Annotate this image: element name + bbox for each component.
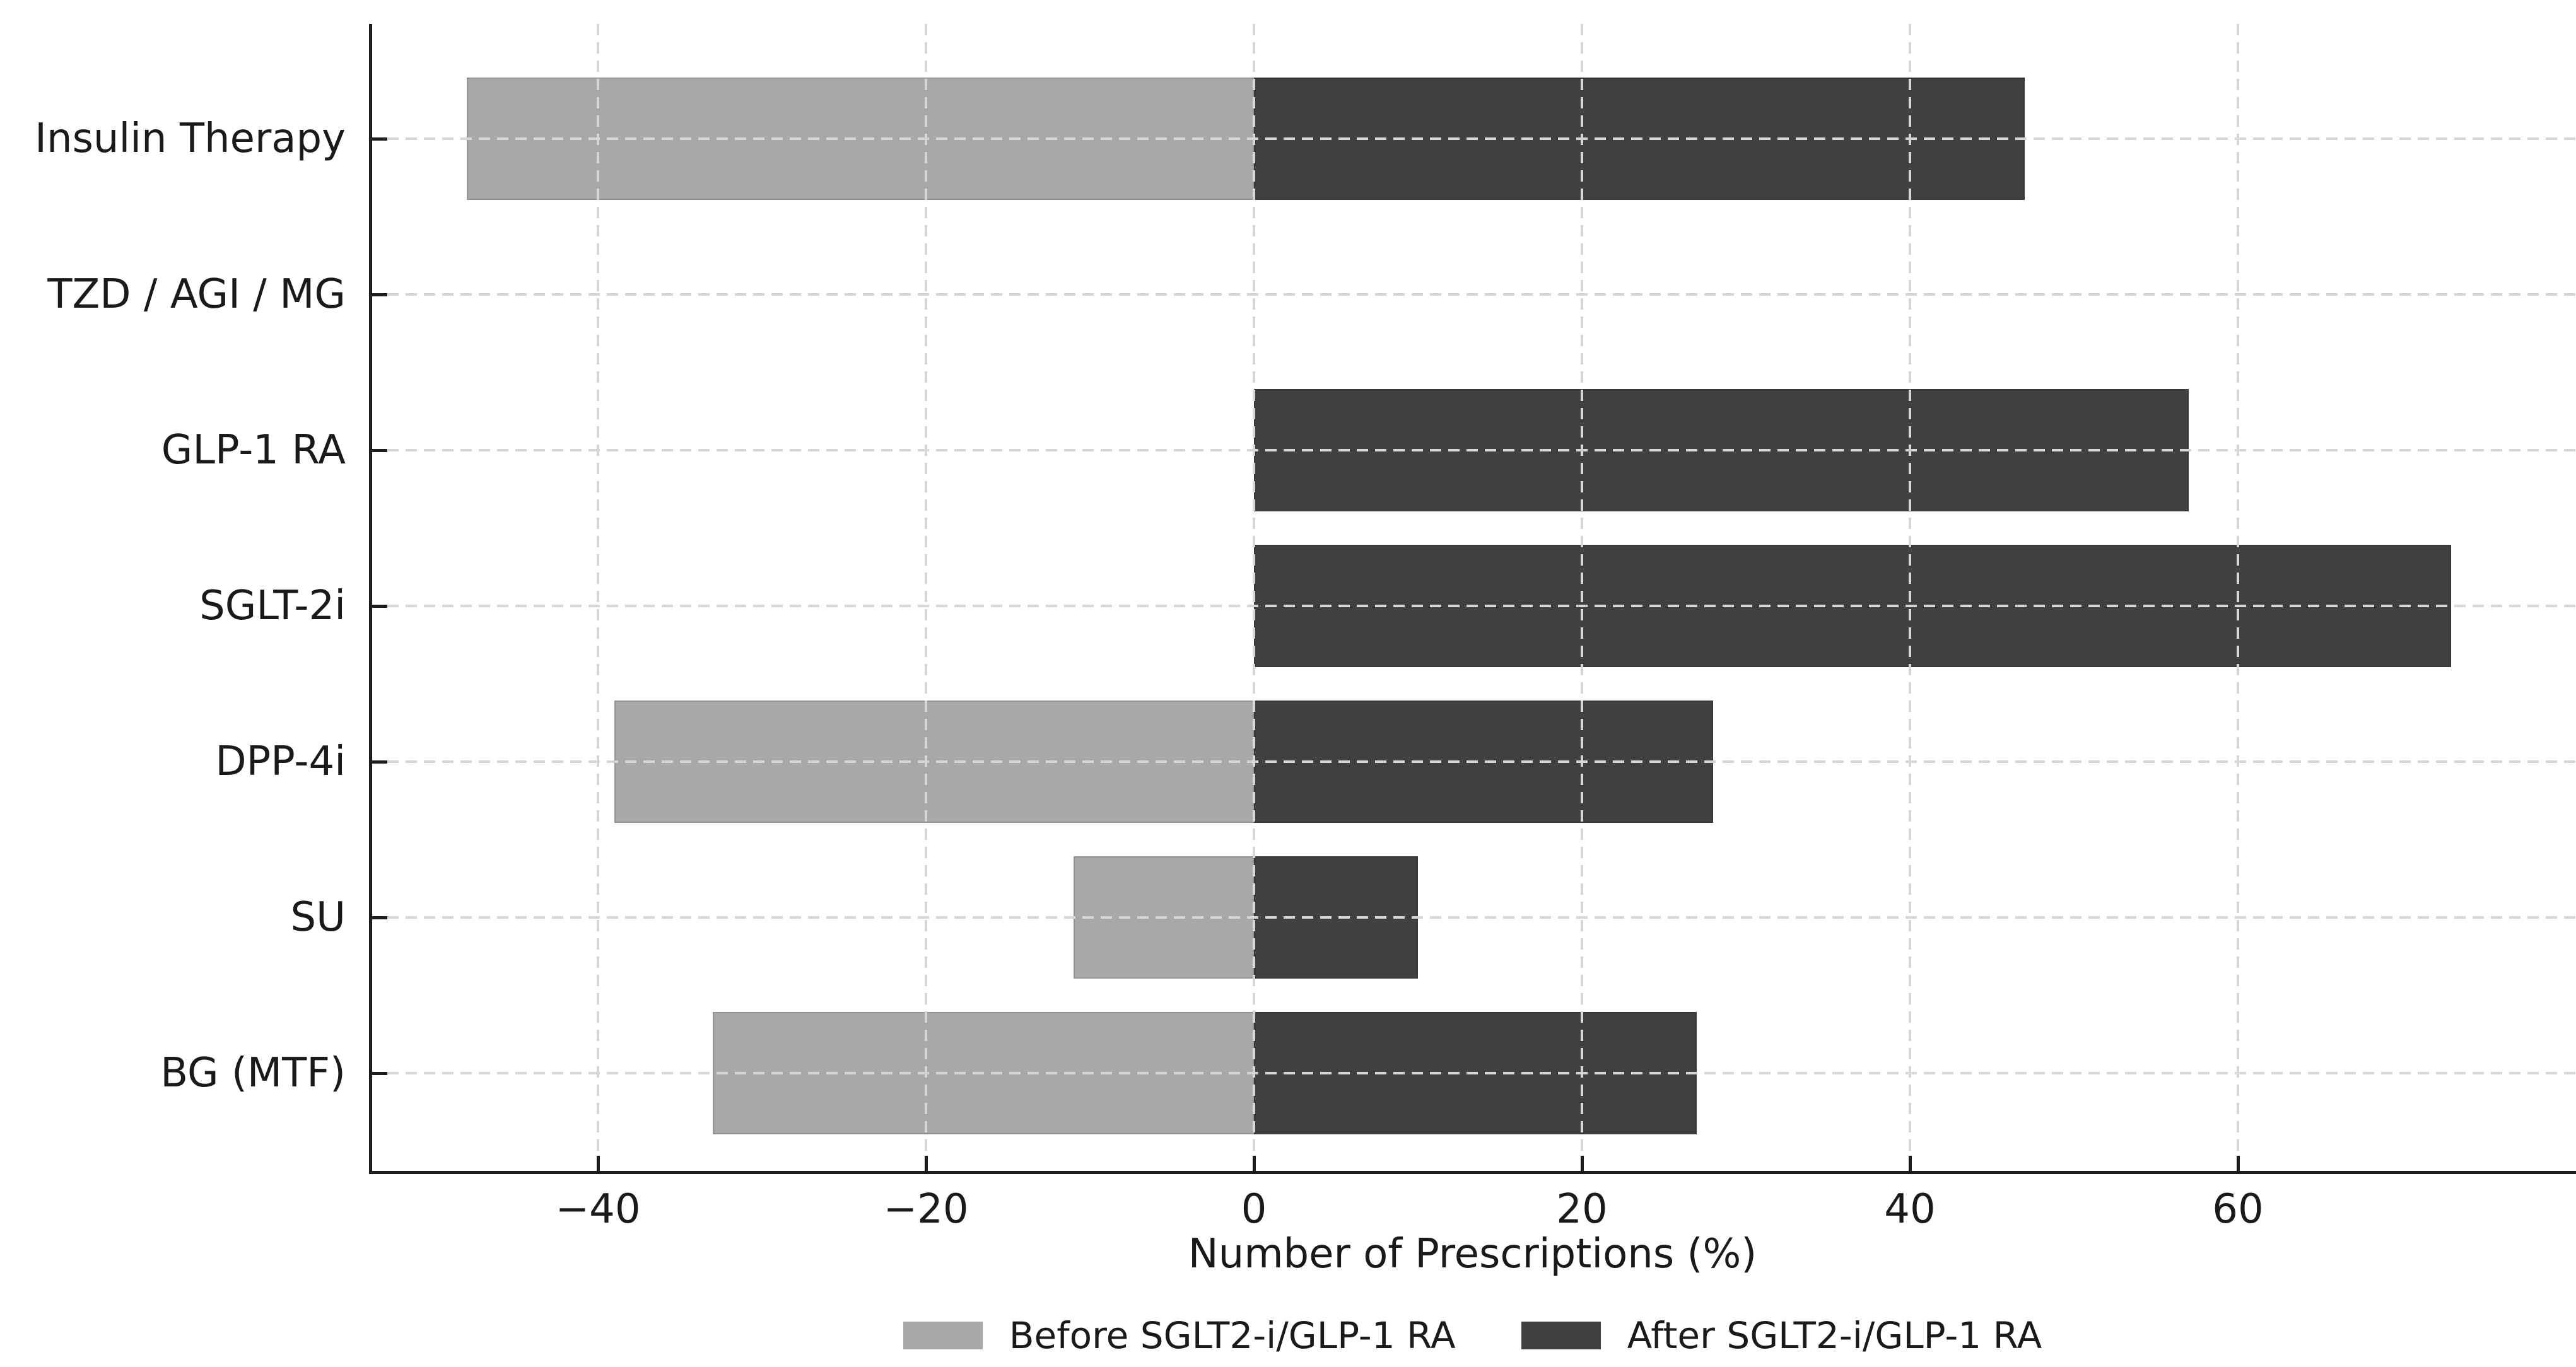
y-tick xyxy=(372,137,387,141)
x-axis-label: Number of Prescriptions (%) xyxy=(1188,1231,1757,1277)
y-tick-label: SGLT-2i xyxy=(199,583,346,629)
gridline-horizontal xyxy=(369,137,2576,140)
gridline-vertical xyxy=(597,24,599,1174)
gridline-horizontal xyxy=(369,605,2576,607)
x-tick xyxy=(1581,1156,1584,1171)
y-tick xyxy=(372,605,387,608)
gridline-horizontal xyxy=(369,916,2576,919)
y-tick-label: DPP-4i xyxy=(215,738,346,785)
y-axis-spine xyxy=(369,24,372,1174)
gridline-vertical xyxy=(925,24,927,1174)
x-tick-label: 20 xyxy=(1556,1186,1608,1233)
legend-swatch-after xyxy=(1521,1322,1601,1349)
gridline-vertical xyxy=(1909,24,1911,1174)
y-tick xyxy=(372,1072,387,1075)
x-tick-label: −20 xyxy=(883,1186,969,1233)
y-tick xyxy=(372,760,387,764)
x-tick-label: −40 xyxy=(555,1186,641,1233)
x-tick xyxy=(2237,1156,2240,1171)
x-tick xyxy=(597,1156,600,1171)
x-tick-label: 0 xyxy=(1241,1186,1267,1233)
y-tick-label: SU xyxy=(290,894,346,941)
x-tick xyxy=(925,1156,928,1171)
gridline-horizontal xyxy=(369,293,2576,296)
gridline-horizontal xyxy=(369,760,2576,763)
legend-label-after: After SGLT2-i/GLP-1 RA xyxy=(1627,1314,2042,1357)
y-tick-label: BG (MTF) xyxy=(160,1050,346,1097)
gridline-horizontal xyxy=(369,1072,2576,1074)
y-tick-label: Insulin Therapy xyxy=(35,115,346,162)
x-axis-spine xyxy=(369,1171,2576,1174)
gridline-vertical xyxy=(2237,24,2239,1174)
legend-item-after: After SGLT2-i/GLP-1 RA xyxy=(1521,1314,2042,1357)
legend-label-before: Before SGLT2-i/GLP-1 RA xyxy=(1009,1314,1456,1357)
y-tick xyxy=(372,916,387,919)
gridline-horizontal xyxy=(369,449,2576,451)
gridline-vertical xyxy=(1581,24,1583,1174)
x-tick xyxy=(1253,1156,1256,1171)
legend: Before SGLT2-i/GLP-1 RA After SGLT2-i/GL… xyxy=(369,1306,2576,1364)
y-tick-label: TZD / AGI / MG xyxy=(47,271,346,318)
legend-swatch-before xyxy=(903,1322,983,1349)
x-tick-label: 60 xyxy=(2212,1186,2264,1233)
gridline-vertical xyxy=(1253,24,1255,1174)
y-tick-label: GLP-1 RA xyxy=(161,427,346,474)
legend-item-before: Before SGLT2-i/GLP-1 RA xyxy=(903,1314,1456,1357)
y-tick xyxy=(372,449,387,452)
x-tick-label: 40 xyxy=(1884,1186,1936,1233)
x-tick xyxy=(1909,1156,1912,1171)
y-tick xyxy=(372,293,387,296)
